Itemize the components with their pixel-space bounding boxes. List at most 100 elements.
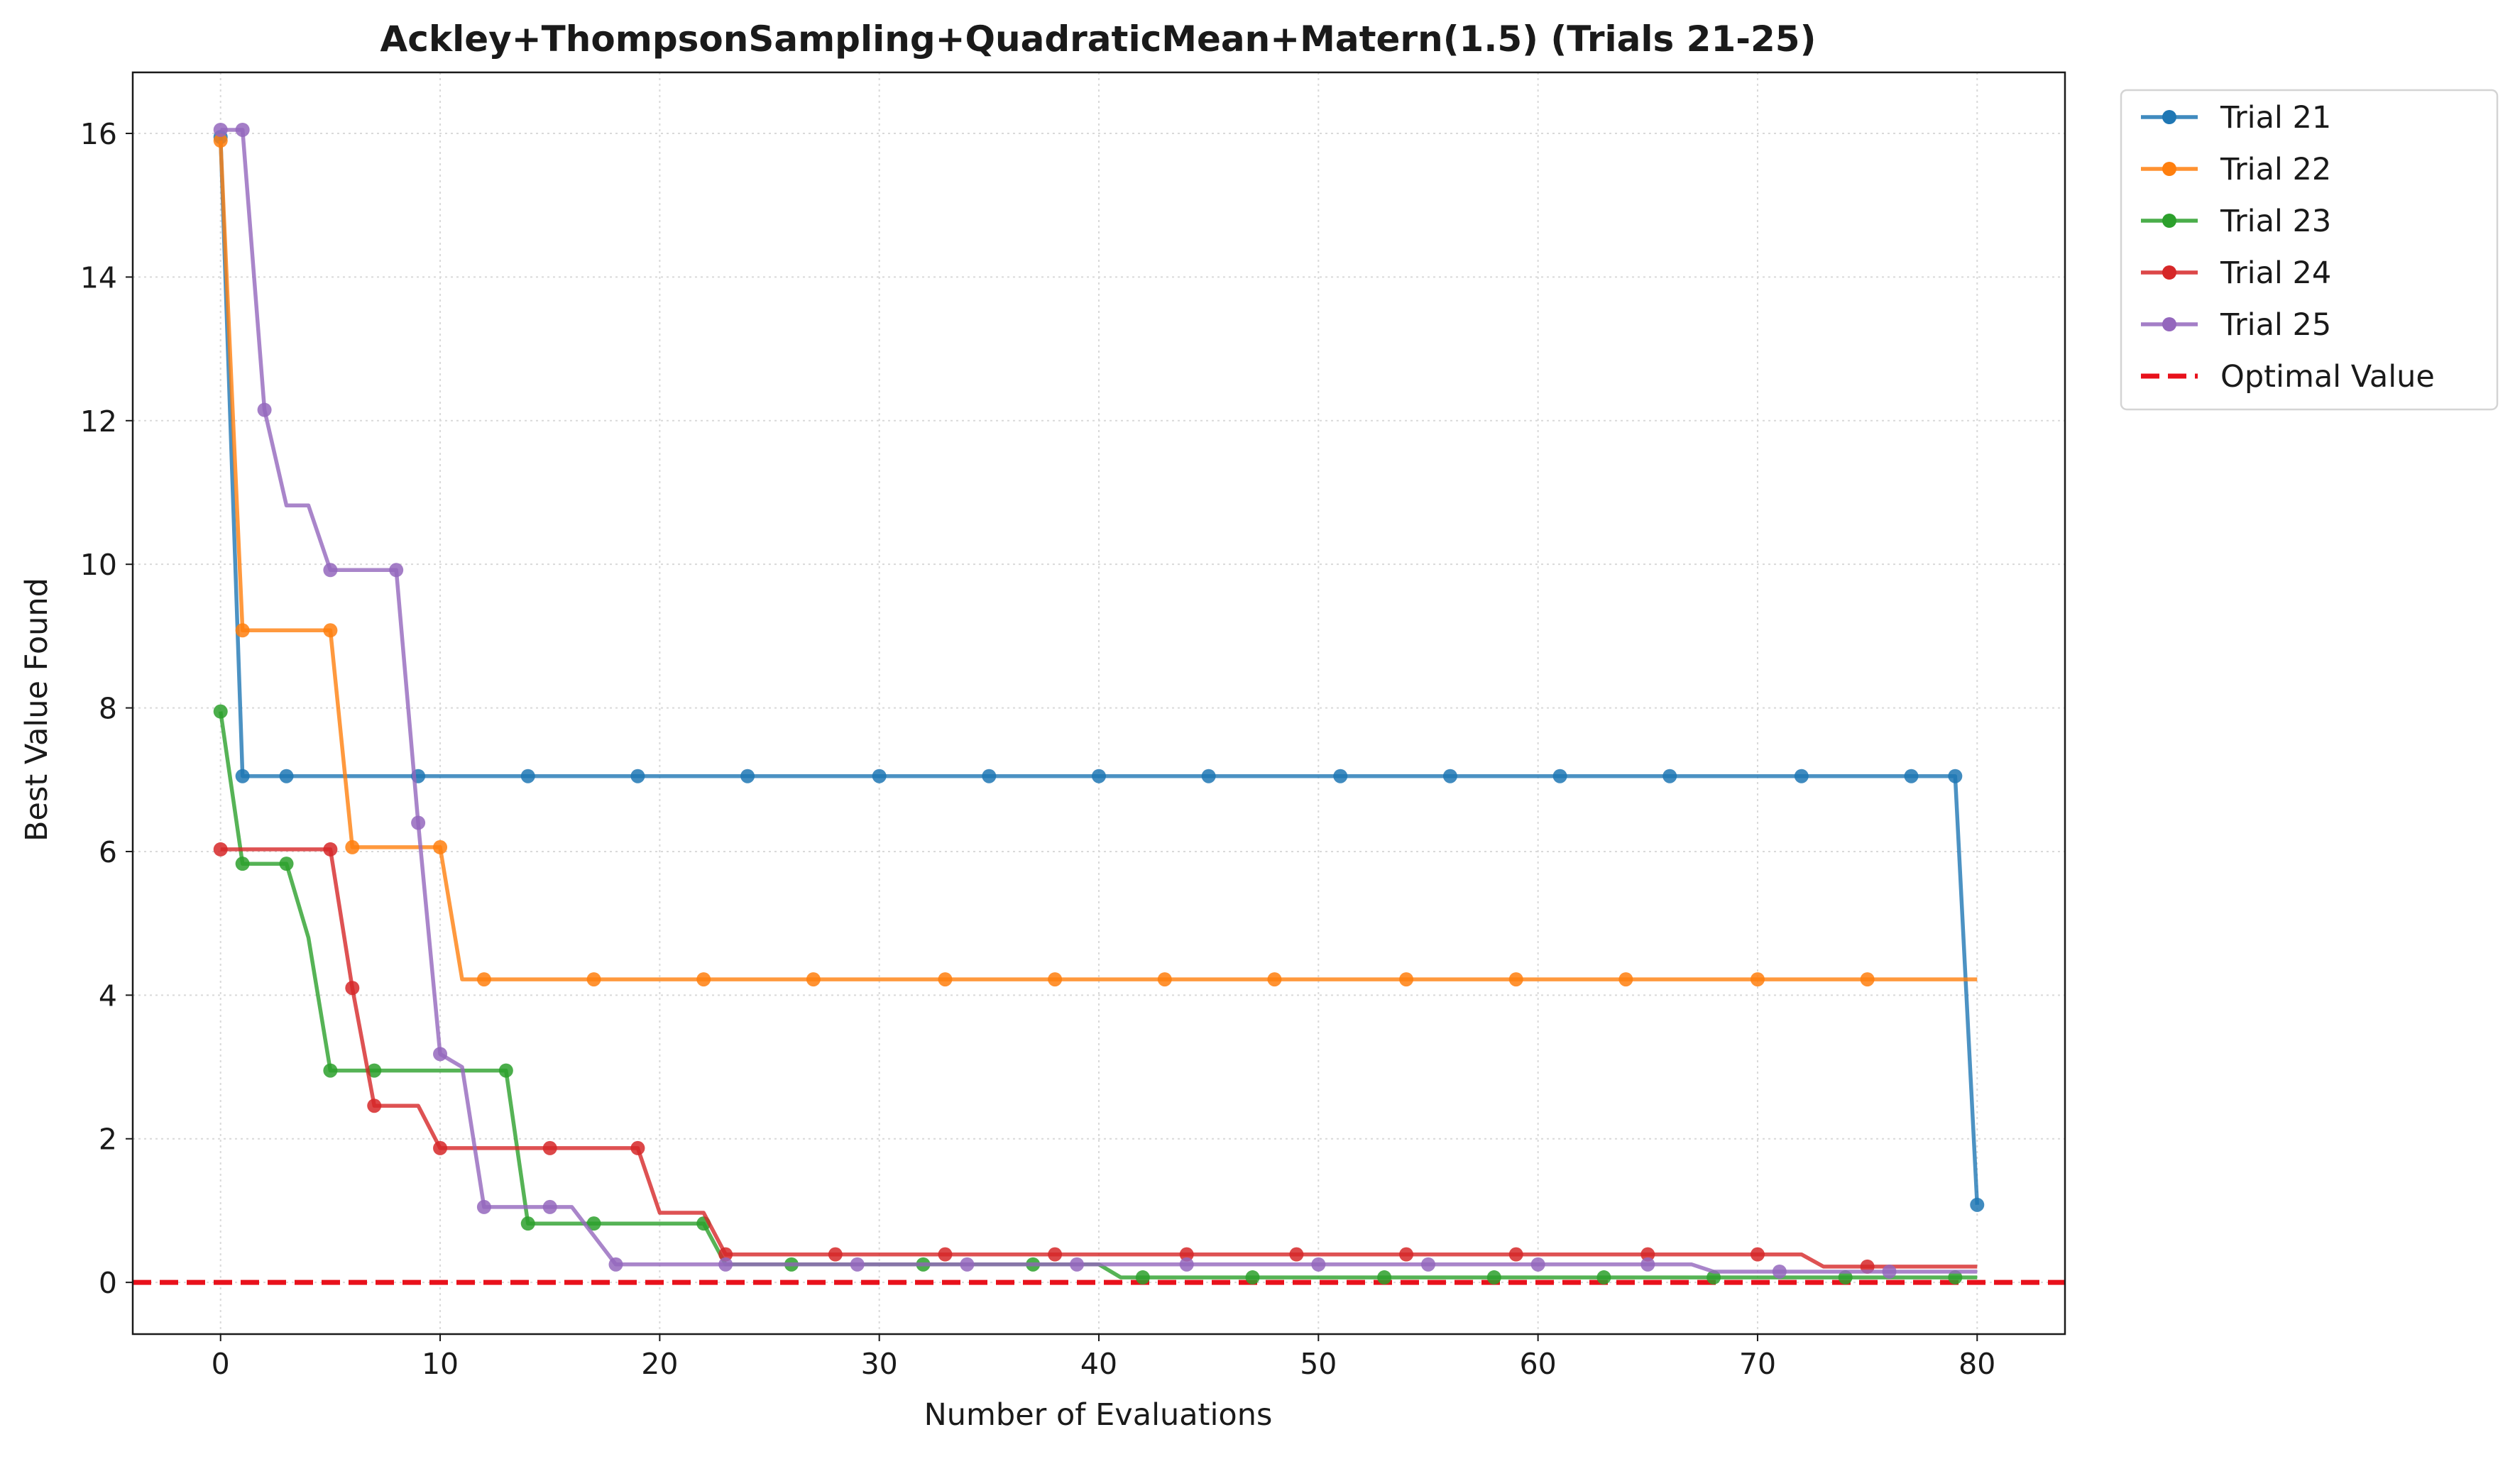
y-tick-label: 4 — [99, 979, 117, 1013]
legend-swatch-marker — [2162, 110, 2176, 124]
series-point — [279, 857, 294, 871]
y-tick-label: 0 — [99, 1266, 117, 1300]
grid — [133, 72, 2065, 1334]
series-point — [367, 1099, 382, 1113]
series-point — [323, 563, 338, 578]
series-point — [1048, 972, 1063, 987]
series-point — [1267, 972, 1282, 987]
series-point — [235, 857, 250, 871]
legend-item: Trial 23 — [2141, 204, 2331, 239]
series-point — [520, 769, 535, 783]
series-point — [982, 769, 997, 783]
series-point — [1135, 1270, 1150, 1285]
series-point — [345, 981, 360, 996]
series-point — [1289, 1247, 1304, 1262]
series-point — [433, 1140, 448, 1155]
series-point — [696, 972, 711, 987]
series-point — [718, 1257, 733, 1272]
series-point — [520, 1216, 535, 1231]
series-point — [960, 1257, 975, 1272]
series-point — [1860, 972, 1875, 987]
legend-swatch-marker — [2162, 265, 2176, 280]
y-tick-label: 16 — [80, 117, 117, 151]
y-tick-label: 6 — [99, 835, 117, 869]
series-point — [1640, 1257, 1655, 1272]
legend-item: Trial 25 — [2141, 307, 2331, 343]
series-point — [806, 972, 821, 987]
series-point — [872, 769, 887, 783]
legend-label: Trial 24 — [2220, 255, 2331, 291]
legend-swatch-marker — [2162, 162, 2176, 176]
series-point — [433, 1047, 448, 1062]
series-point — [586, 1216, 601, 1231]
series-point — [1772, 1264, 1787, 1279]
series-point — [608, 1257, 623, 1272]
series-point — [433, 839, 448, 854]
series-point — [235, 122, 250, 137]
series-point — [1838, 1270, 1853, 1285]
series-point — [542, 1199, 557, 1214]
series-point — [1750, 1247, 1765, 1262]
series-trial-22 — [213, 133, 1978, 987]
series-point — [323, 1063, 338, 1078]
x-tick-label: 10 — [422, 1347, 459, 1381]
series-layer — [213, 122, 1985, 1285]
series-point — [1179, 1247, 1194, 1262]
series-point — [1508, 972, 1523, 987]
x-tick-label: 40 — [1080, 1347, 1117, 1381]
series-point — [1333, 769, 1348, 783]
series-trial-25 — [213, 122, 1978, 1279]
legend-swatch-marker — [2162, 214, 2176, 228]
series-point — [630, 1140, 645, 1155]
series-line — [220, 128, 1978, 1274]
series-point — [1179, 1257, 1194, 1272]
y-tick-label: 2 — [99, 1123, 117, 1157]
series-point — [1070, 1257, 1085, 1272]
y-tick-label: 8 — [99, 692, 117, 726]
series-point — [498, 1063, 513, 1078]
y-tick-label: 12 — [80, 404, 117, 439]
axis-ticks: 0 10 20 30 40 50 60 70 80 0 2 4 6 8 10 12 14 16 — [80, 117, 1996, 1381]
series-point — [323, 623, 338, 638]
series-point — [1948, 1270, 1963, 1285]
x-tick-label: 70 — [1739, 1347, 1776, 1381]
legend-label: Trial 23 — [2220, 204, 2331, 239]
series-point — [345, 839, 360, 854]
series-point — [1399, 1247, 1414, 1262]
legend-box — [2120, 89, 2499, 411]
y-tick-label: 10 — [80, 548, 117, 582]
series-point — [1530, 1257, 1545, 1272]
series-point — [1377, 1270, 1392, 1285]
series-point — [1904, 769, 1919, 783]
legend-item: Trial 22 — [2141, 152, 2331, 187]
series-point — [1948, 769, 1963, 783]
x-axis-label: Number of Evaluations — [924, 1397, 1273, 1433]
series-point — [411, 815, 426, 830]
series-point — [213, 704, 228, 719]
series-point — [586, 972, 601, 987]
series-point — [1618, 972, 1633, 987]
series-point — [1311, 1257, 1326, 1272]
series-point — [542, 1140, 557, 1155]
x-tick-label: 30 — [861, 1347, 898, 1381]
series-point — [389, 563, 404, 578]
x-tick-label: 0 — [212, 1347, 230, 1381]
series-point — [235, 623, 250, 638]
series-point — [1750, 972, 1765, 987]
series-point — [1640, 1247, 1655, 1262]
x-tick-label: 60 — [1520, 1347, 1557, 1381]
legend-label: Optimal Value — [2220, 359, 2435, 395]
series-point — [938, 1247, 953, 1262]
series-point — [323, 842, 338, 857]
legend-label: Trial 22 — [2220, 152, 2331, 187]
legend-label: Trial 25 — [2220, 307, 2331, 343]
series-point — [1882, 1264, 1897, 1279]
series-point — [740, 769, 755, 783]
series-point — [1707, 1270, 1721, 1285]
series-point — [257, 402, 272, 417]
chart-title: Ackley+ThompsonSampling+QuadraticMean+Ma… — [380, 18, 1817, 60]
series-point — [1245, 1270, 1260, 1285]
series-point — [1420, 1257, 1435, 1272]
series-point — [938, 972, 953, 987]
legend-item: Optimal Value — [2141, 359, 2435, 395]
